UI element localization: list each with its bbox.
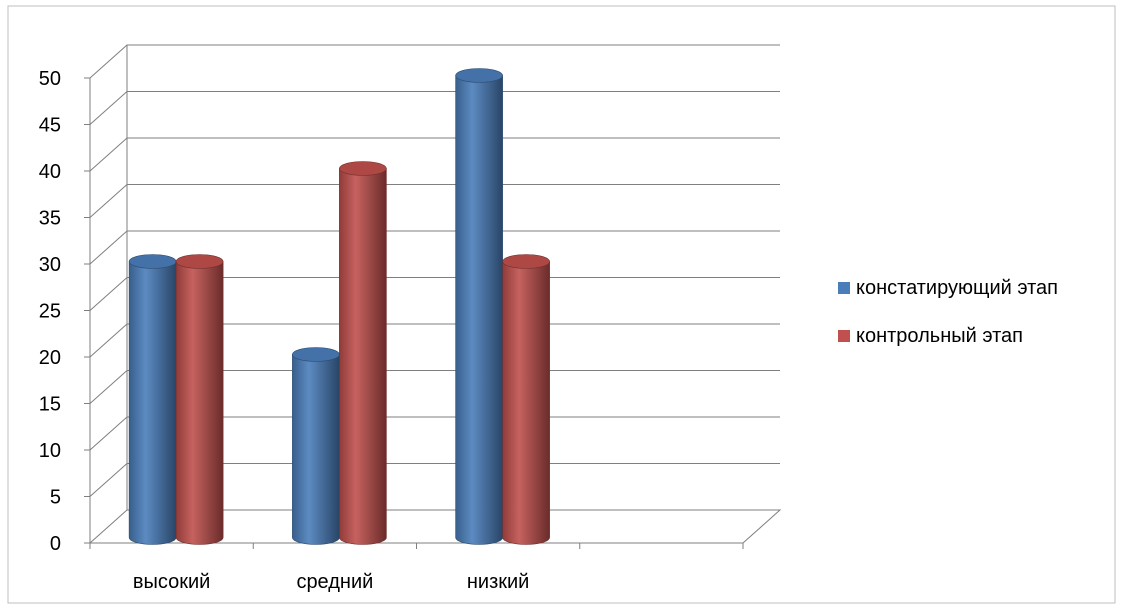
- gridline: [89, 323, 780, 358]
- y-tick-label: 25: [39, 301, 61, 323]
- gridline: [89, 277, 780, 311]
- x-tick-label: низкий: [467, 571, 529, 593]
- legend-swatch: [838, 282, 850, 294]
- y-tick-label: 45: [39, 115, 61, 137]
- y-tick-label: 35: [39, 208, 61, 230]
- y-tick-label: 40: [39, 161, 61, 183]
- bar: [502, 254, 550, 545]
- gridline: [89, 463, 780, 497]
- y-tick-label: 50: [39, 68, 61, 90]
- gridline: [89, 137, 780, 172]
- legend-item: констатирующий этап: [838, 277, 1058, 299]
- floor-outline: [89, 509, 782, 544]
- gridlines: [89, 44, 780, 497]
- legend-swatch: [838, 330, 850, 342]
- y-axis: 0 5 10 15 20 25 30 35 40 45 50: [39, 68, 91, 555]
- legend-label: констатирующий этап: [856, 277, 1058, 299]
- y-tick-label: 5: [50, 487, 61, 509]
- legend-label: контрольный этап: [856, 325, 1023, 347]
- y-tick-label: 30: [39, 254, 61, 276]
- y-tick-label: 15: [39, 394, 61, 416]
- bar: [128, 254, 177, 545]
- x-tick-label: средний: [296, 571, 373, 593]
- x-tick-label: высокий: [133, 571, 210, 593]
- bar: [175, 254, 224, 545]
- bar: [455, 68, 503, 545]
- chart-border: [7, 5, 1116, 604]
- gridline: [89, 230, 780, 265]
- legend: констатирующий этап контрольный этап: [838, 277, 1058, 347]
- gridline: [89, 91, 780, 125]
- bars: [128, 68, 550, 545]
- y-tick-label: 10: [39, 440, 61, 462]
- gridline: [89, 370, 780, 404]
- gridline: [89, 416, 780, 451]
- x-axis: высокий средний низкий: [89, 542, 744, 593]
- y-tick-label: 20: [39, 347, 61, 369]
- legend-item: контрольный этап: [838, 325, 1023, 347]
- bar: [339, 161, 387, 545]
- gridline: [89, 44, 780, 79]
- y-tick-label: 0: [50, 533, 61, 555]
- gridline: [89, 184, 780, 218]
- bar: [292, 347, 340, 545]
